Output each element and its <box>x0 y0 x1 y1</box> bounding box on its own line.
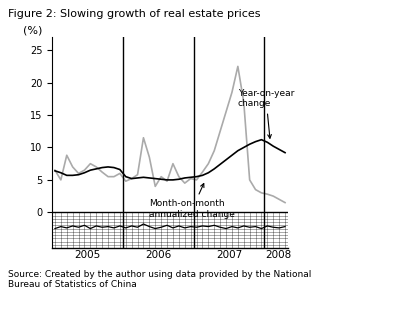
Text: Month-on-month
annualized change: Month-on-month annualized change <box>149 184 235 219</box>
Text: Source: Created by the author using data provided by the National
Bureau of Stat: Source: Created by the author using data… <box>8 270 311 289</box>
Text: 2008: 2008 <box>265 250 291 260</box>
Text: Figure 2: Slowing growth of real estate prices: Figure 2: Slowing growth of real estate … <box>8 9 260 19</box>
Y-axis label: (%): (%) <box>24 25 43 35</box>
Text: 2006: 2006 <box>145 250 171 260</box>
Text: 2005: 2005 <box>74 250 100 260</box>
Text: 2007: 2007 <box>216 250 242 260</box>
Text: Year-on-year
change: Year-on-year change <box>238 89 294 138</box>
